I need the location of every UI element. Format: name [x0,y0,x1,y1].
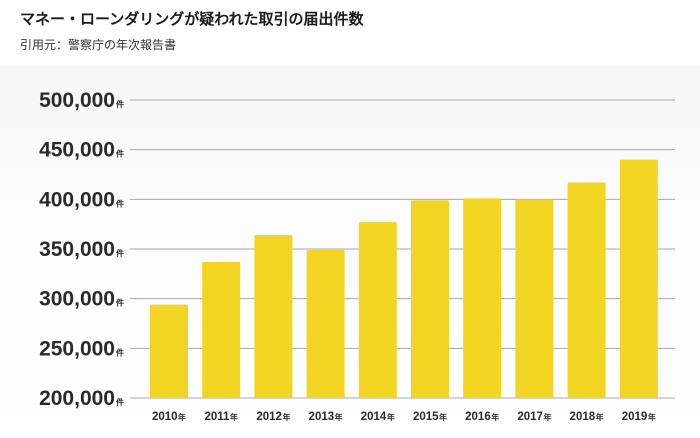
y-tick-label: 200,000件 [39,387,124,410]
y-tick-label: 300,000件 [39,288,124,311]
bar-2014 [358,222,397,398]
x-tick-label: 2015年 [413,411,447,423]
y-tick-label: 400,000件 [39,188,124,211]
x-tick-year: 2014 [361,411,387,423]
y-axis: 500,000件450,000件400,000件350,000件300,000件… [39,89,124,410]
y-tick-label: 450,000件 [39,139,124,162]
y-tick-label: 350,000件 [39,238,124,261]
x-tick-label: 2013年 [309,411,343,423]
bar-2016 [463,198,502,398]
x-tick-year: 2015 [413,411,439,423]
x-tick-unit: 年 [178,412,186,422]
y-tick-label: 250,000件 [39,337,124,360]
x-tick-unit: 年 [230,412,238,422]
x-tick-unit: 年 [596,412,604,422]
x-tick-unit: 年 [387,412,395,422]
x-tick-year: 2017 [517,411,543,423]
x-tick-unit: 年 [648,412,656,422]
y-tick-unit: 件 [116,149,124,159]
bar-2017 [515,199,554,398]
y-tick-unit: 件 [116,99,124,109]
bar-2018 [567,182,606,398]
x-tick-label: 2017年 [517,411,551,423]
y-tick-value: 250,000 [39,337,115,360]
x-tick-year: 2016 [465,411,491,423]
y-tick-value: 500,000 [39,89,115,112]
bar-2019 [619,159,658,398]
x-tick-label: 2012年 [256,411,290,423]
y-tick-unit: 件 [116,397,124,407]
x-tick-unit: 年 [439,412,447,422]
bar-2015 [411,200,449,398]
x-tick-year: 2019 [622,411,648,423]
y-tick-value: 450,000 [39,139,115,162]
chart-title: マネー・ローンダリングが疑われた取引の届出件数 [20,10,364,28]
x-tick-year: 2018 [570,411,596,423]
x-axis: 2010年 2011年 2012年 2013年 2014年 2015年 2016年 2017年… [152,411,656,423]
x-tick-label: 2014年 [361,411,395,423]
bar-2012 [254,235,293,398]
y-tick-unit: 件 [116,198,124,208]
x-tick-year: 2012 [256,411,282,423]
x-tick-label: 2016年 [465,411,499,423]
bars [150,159,658,398]
y-tick-value: 350,000 [39,238,115,261]
x-tick-unit: 年 [335,412,343,422]
x-tick-label: 2010年 [152,411,186,423]
y-tick-value: 300,000 [39,288,115,311]
source-note: 引用元：警察庁の年次報告書 [20,38,177,52]
y-tick-value: 400,000 [39,188,115,211]
y-tick-label: 500,000件 [39,89,124,112]
y-tick-unit: 件 [116,248,124,258]
bar-2011 [202,261,241,398]
x-tick-year: 2013 [309,411,335,423]
x-tick-label: 2018年 [570,411,604,423]
x-tick-unit: 年 [543,412,551,422]
y-tick-unit: 件 [116,347,124,357]
x-tick-year: 2011 [204,411,230,423]
bar-2010 [150,304,188,398]
bar-2013 [306,249,345,398]
x-tick-unit: 年 [491,412,499,422]
y-tick-value: 200,000 [39,387,115,410]
x-tick-year: 2010 [152,411,178,423]
x-tick-label: 2011年 [204,411,237,423]
x-tick-unit: 年 [282,412,290,422]
x-tick-label: 2019年 [622,411,656,423]
y-tick-unit: 件 [116,298,124,308]
